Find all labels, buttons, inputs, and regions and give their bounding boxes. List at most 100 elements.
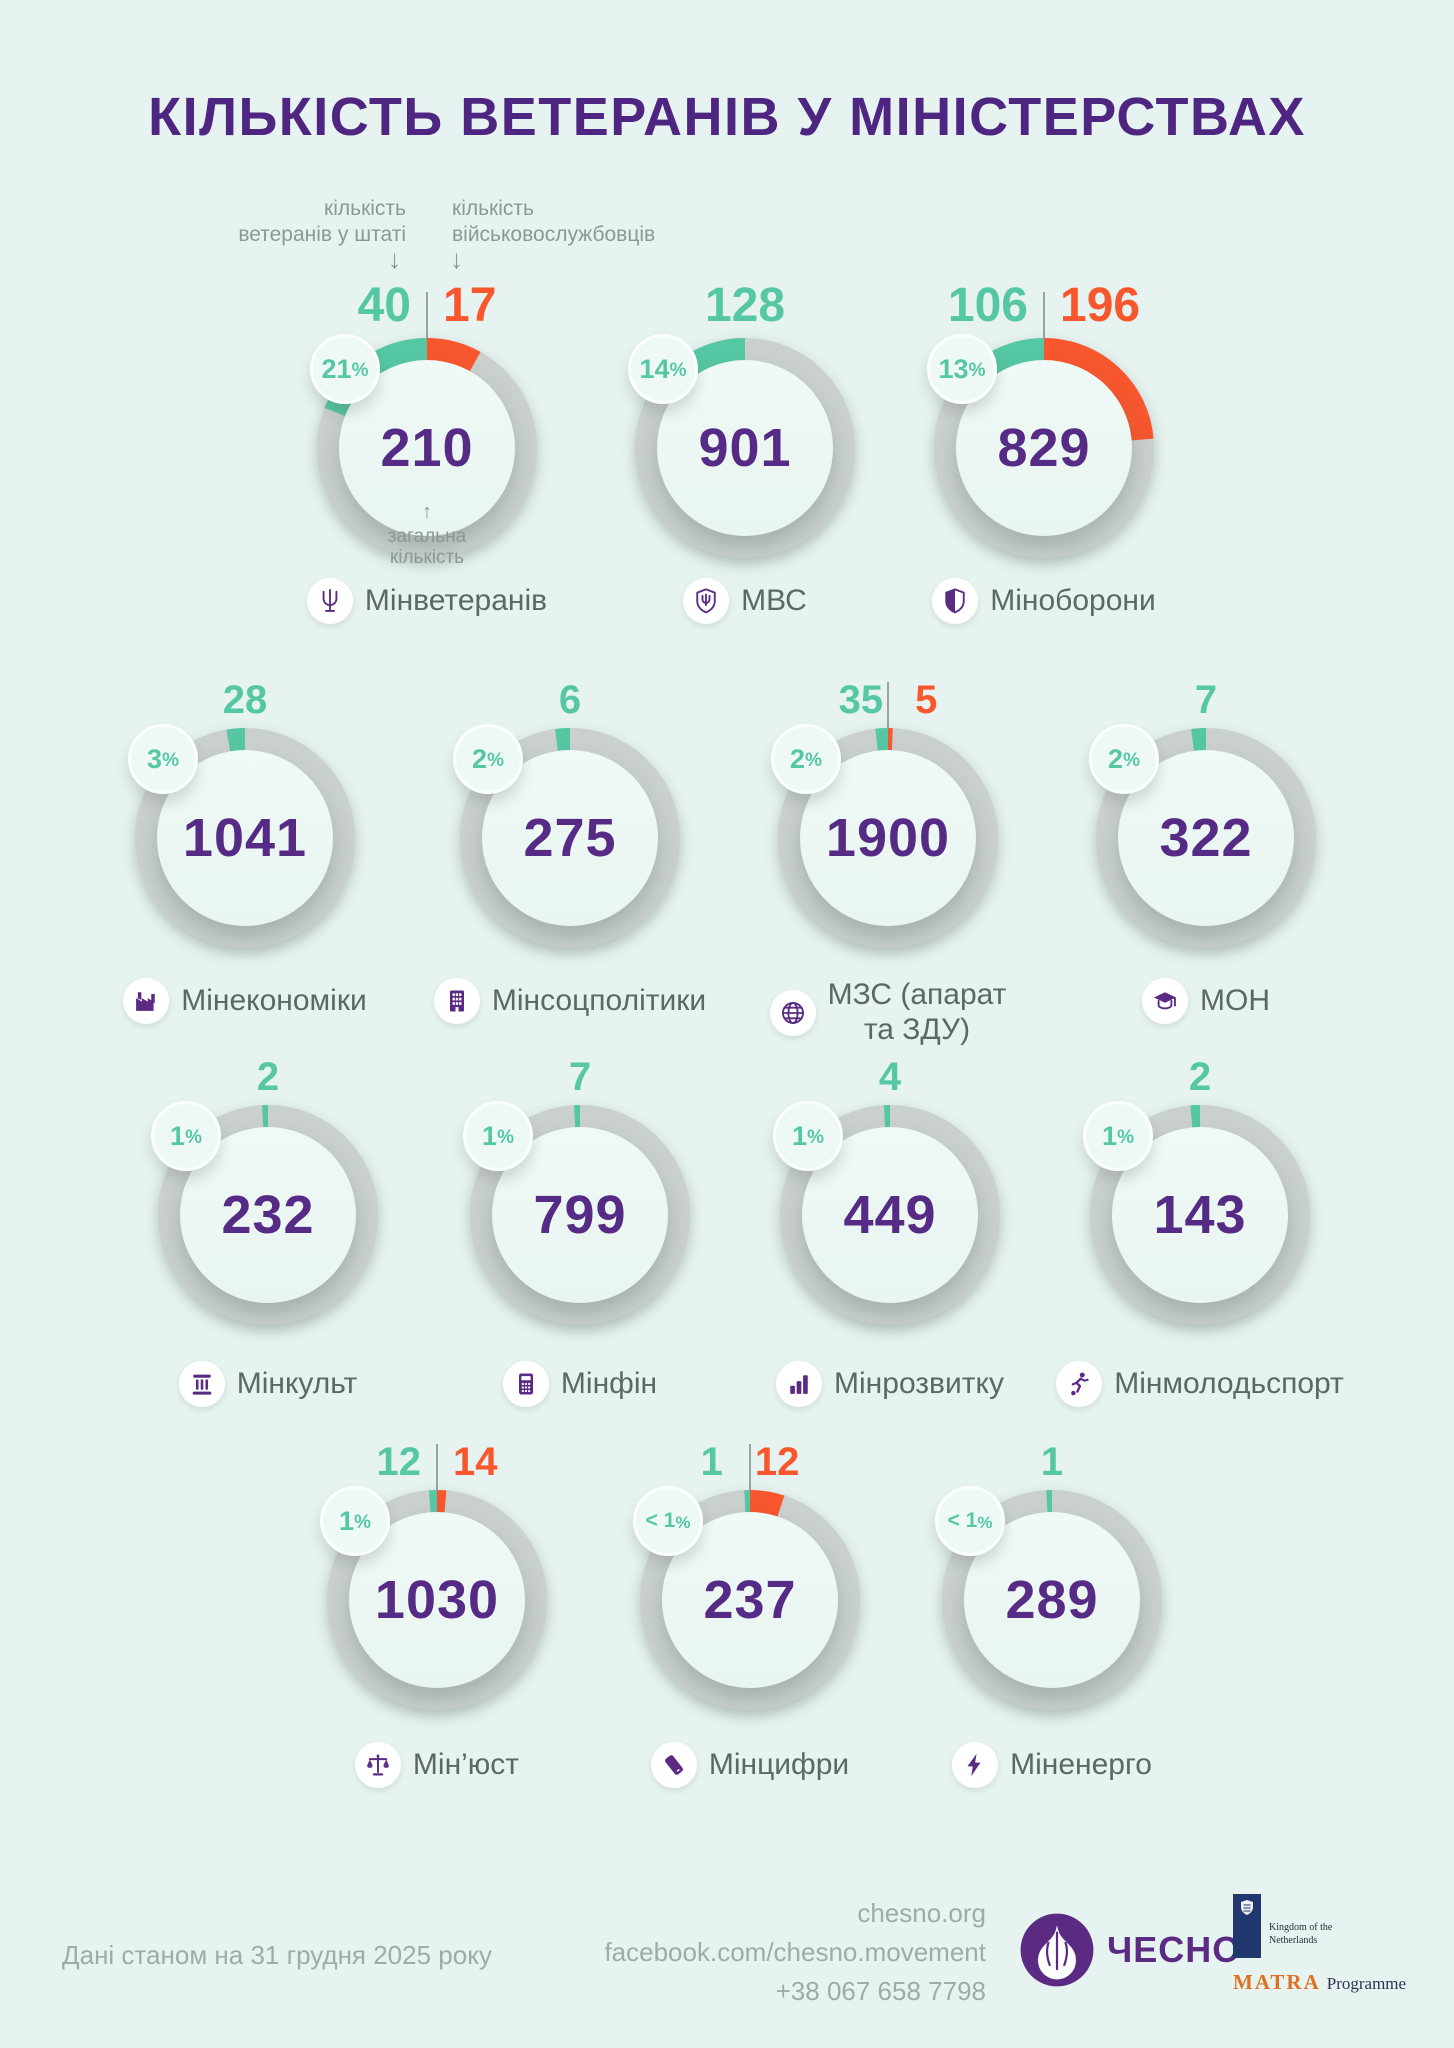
veterans-count: 40	[357, 279, 411, 332]
top-numbers: 7	[1024, 680, 1388, 720]
factory-icon	[123, 978, 170, 1024]
percent-badge: 1%	[463, 1101, 533, 1171]
ministry-name: МОН	[1200, 983, 1270, 1017]
percent-sign: %	[351, 360, 369, 381]
ministry-name: Мінекономіки	[181, 983, 367, 1017]
matra-programme-text: Programme	[1326, 1974, 1407, 1993]
arrow-down-icon: ↓	[450, 244, 463, 274]
chart-minfin: 7 799 1% Мінфін	[463, 1057, 692, 1407]
chart-mvs: 128 901 14% МВС	[628, 282, 857, 624]
percent-sign: %	[977, 1513, 993, 1532]
ministry-name: Мінсоцполітики	[491, 983, 707, 1017]
chart-minmolodsport: 2 143 1% Мінмолодьспорт	[1056, 1057, 1344, 1407]
percent-sign: %	[968, 360, 986, 381]
website-link[interactable]: chesno.org	[857, 1898, 986, 1928]
percent-value: 2	[1108, 743, 1124, 774]
ministry-name: Мінрозвитку	[834, 1366, 1004, 1400]
column-icon	[178, 1361, 225, 1407]
veterans-count: 1	[700, 1440, 723, 1484]
percent-badge: 2%	[771, 724, 841, 794]
nl-kingdom-text: Kingdom of the Netherlands	[1268, 1922, 1333, 1946]
netherlands-partner-logo: Kingdom of the Netherlands MATRA Programm…	[1233, 1894, 1406, 1995]
veterans-count: 128	[704, 279, 786, 332]
ministry-name: Міноборони	[990, 583, 1156, 617]
chart-minveterans: 40 17 210 ↑ загальна кількість 21% Мінвет…	[306, 282, 547, 624]
ministry-name: Мінветеранів	[364, 583, 548, 617]
total-count-note: ↑ загальна кількість	[339, 480, 515, 568]
donut-ring	[470, 1105, 690, 1325]
total-count: 237	[703, 1570, 797, 1630]
ministry-name: МВС	[741, 583, 807, 617]
top-numbers: 6	[388, 680, 752, 720]
donut-ring	[135, 728, 355, 948]
military-arc	[1043, 338, 1154, 442]
numbers-divider-line	[436, 1444, 438, 1494]
facebook-link[interactable]: facebook.com/chesno.movement	[604, 1937, 986, 1967]
ministry-name: Мінкульт	[236, 1366, 358, 1400]
donut-ring	[327, 1489, 547, 1710]
top-numbers: 106 196	[862, 282, 1226, 330]
veterans-count: 28	[222, 678, 268, 722]
military-arc	[749, 1490, 785, 1519]
percent-value: < 1	[947, 1509, 978, 1532]
percent-sign: %	[185, 1127, 202, 1148]
top-numbers: 28	[63, 680, 427, 720]
arrow-up-icon: ↑	[422, 501, 432, 524]
chart-minoborony: 106 196 829 13% Міноборони	[927, 282, 1156, 624]
grad-cap-icon	[1142, 978, 1188, 1024]
top-numbers: 2	[86, 1057, 450, 1097]
numbers-divider-line	[426, 292, 428, 342]
veterans-count: 7	[568, 1055, 592, 1099]
ministry-label: Мінрозвитку	[698, 1361, 1082, 1407]
veterans-count: 35	[838, 678, 884, 722]
ministry-label: Мінекономіки	[53, 978, 437, 1024]
percent-sign: %	[162, 750, 179, 771]
percent-value: 1	[170, 1120, 186, 1151]
top-numbers: 1 12	[568, 1442, 932, 1482]
veterans-count: 4	[878, 1055, 902, 1099]
military-count: 17	[443, 279, 497, 332]
percent-sign: %	[675, 1513, 691, 1532]
percent-value: 1	[792, 1120, 808, 1151]
ministry-label: Мін’юст	[245, 1742, 629, 1788]
top-numbers: 2	[1018, 1057, 1382, 1097]
ministry-label: Міненерго	[860, 1742, 1244, 1788]
total-count: 1900	[825, 808, 951, 868]
ministry-name: Мінцифри	[708, 1747, 850, 1781]
garlic-icon	[1020, 1913, 1094, 1987]
percent-badge: 3%	[128, 724, 198, 794]
arrow-down-icon: ↓	[388, 244, 401, 274]
percent-badge: 1%	[151, 1101, 221, 1171]
chart-minsocpolityky: 6 275 2% Мінсоцполітики	[433, 680, 706, 1024]
total-count: 1030	[374, 1570, 500, 1630]
total-count: 210	[380, 418, 474, 478]
percent-badge: 1%	[320, 1486, 390, 1556]
top-numbers: 12 14	[255, 1442, 619, 1482]
top-numbers: 35 5	[706, 680, 1070, 720]
veterans-arc	[875, 728, 889, 753]
percent-badge: < 1%	[935, 1486, 1005, 1556]
military-count: 14	[453, 1440, 498, 1484]
data-date-note: Дані станом на 31 грудня 2025 року	[62, 1940, 492, 1970]
veterans-count: 6	[558, 678, 582, 722]
veterans-count: 2	[1188, 1055, 1212, 1099]
ministry-name: МЗС (апарат та ЗДУ)	[827, 978, 1007, 1046]
veterans-arc	[226, 728, 246, 754]
percent-value: 1	[339, 1505, 355, 1536]
chart-minenergo: 1 289 < 1% Міненерго	[935, 1442, 1164, 1788]
trident-icon	[306, 578, 353, 624]
chart-mon: 7 322 2% МОН	[1089, 680, 1318, 1024]
percent-sign: %	[354, 1512, 371, 1533]
chesno-logo: ЧЕСНО	[1019, 1912, 1241, 1988]
percent-value: 13	[938, 353, 969, 384]
percent-value: 14	[639, 353, 670, 384]
percent-value: 2	[790, 743, 806, 774]
military-arc	[426, 338, 481, 374]
ministry-label: Мінцифри	[558, 1742, 942, 1788]
contacts-block: chesno.org facebook.com/chesno.movement …	[604, 1894, 986, 2011]
total-count: 901	[698, 418, 792, 478]
chart-minrozvytku: 4 449 1% Мінрозвитку	[773, 1057, 1004, 1407]
percent-value: < 1	[645, 1509, 676, 1532]
percent-value: 3	[147, 743, 163, 774]
